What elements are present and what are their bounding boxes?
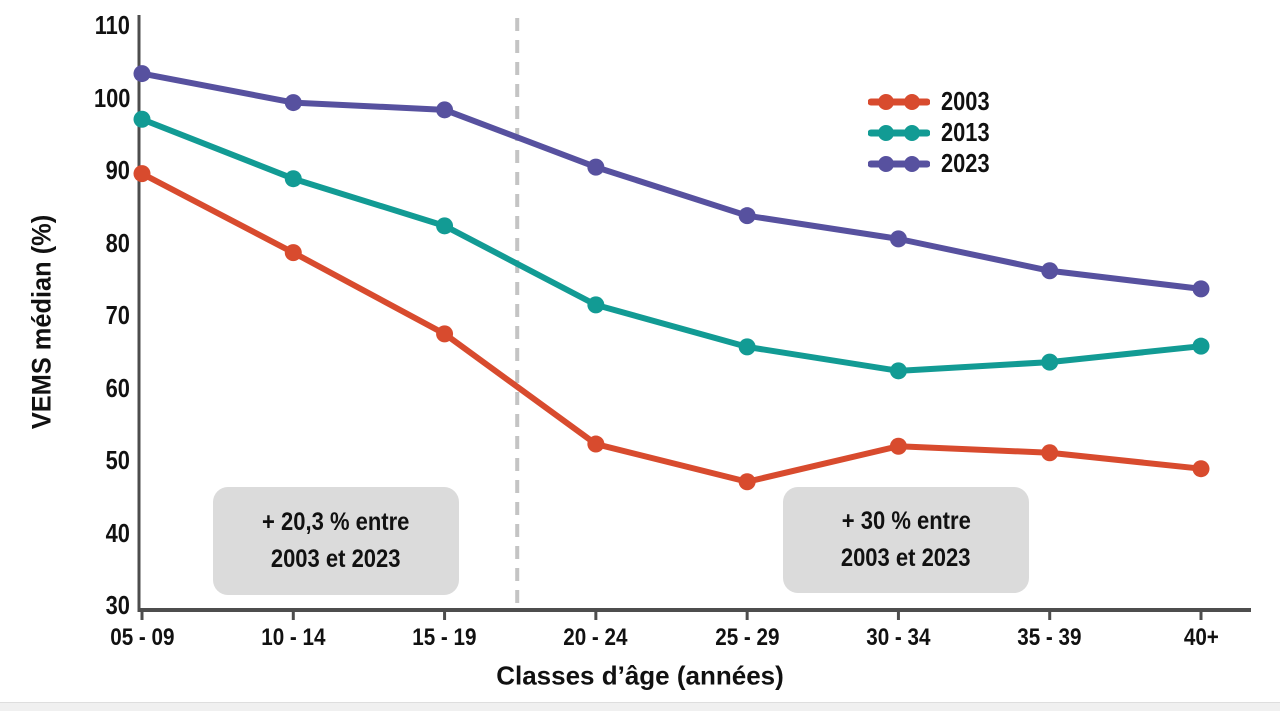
annotation-right-line1: + 30 % entre [841, 507, 971, 535]
x-tick-label-4: 25 - 29 [715, 624, 780, 651]
y-tick-label-80: 80 [105, 227, 130, 258]
annotation-left-box: + 20,3 % entre 2003 et 2023 [213, 487, 459, 595]
x-tick-label-1: 10 - 14 [261, 624, 326, 651]
y-tick-label-40: 40 [105, 517, 130, 548]
legend-item-2003: 2003 [868, 86, 999, 117]
x-axis-title: Classes d’âge (années) [496, 660, 784, 691]
x-tick-label-0: 05 - 09 [109, 624, 175, 651]
y-tick-label-50: 50 [105, 445, 130, 475]
data-point-2023-20 - 24 [587, 158, 605, 176]
data-point-2023-10 - 14 [284, 94, 302, 112]
data-point-2013-40+ [1192, 337, 1210, 355]
annotation-left-line2: 2003 et 2023 [271, 545, 401, 573]
series-line-2023 [139, 70, 1204, 292]
legend-line-marker-icon [868, 155, 930, 172]
y-tick-label-100: 100 [93, 82, 130, 113]
legend-item-2023: 2023 [868, 148, 999, 179]
data-point-2023-05 - 09 [133, 65, 151, 83]
x-tick-label-5: 30 - 34 [866, 624, 931, 651]
data-point-2003-35 - 39 [1041, 444, 1059, 462]
data-point-2013-30 - 34 [889, 362, 907, 380]
legend-line-marker-icon [868, 93, 930, 110]
data-point-2003-40+ [1192, 460, 1210, 478]
data-point-2013-25 - 29 [738, 338, 756, 356]
data-point-2013-05 - 09 [133, 110, 151, 128]
annotation-right-box: + 30 % entre 2003 et 2023 [783, 487, 1029, 593]
data-point-2003-15 - 19 [436, 325, 454, 343]
x-tick-label-7: 40+ [1183, 624, 1219, 651]
data-point-2013-20 - 24 [587, 296, 605, 314]
data-point-2003-30 - 34 [889, 437, 907, 455]
x-tick-label-2: 15 - 19 [412, 624, 477, 651]
data-point-2013-35 - 39 [1041, 353, 1059, 371]
x-tick-label-6: 35 - 39 [1017, 624, 1082, 651]
data-point-2023-30 - 34 [889, 230, 907, 248]
y-tick-label-90: 90 [105, 155, 130, 185]
y-tick-label-70: 70 [105, 300, 130, 330]
data-point-2023-35 - 39 [1041, 262, 1059, 280]
legend-label-2003: 2003 [941, 86, 990, 116]
x-tick-label-3: 20 - 24 [563, 624, 628, 651]
data-point-2013-15 - 19 [436, 217, 454, 235]
legend-line-marker-icon [868, 124, 930, 141]
series-line-2013 [139, 116, 1204, 374]
legend: 2003 2013 2023 [868, 86, 999, 179]
legend-item-2013: 2013 [868, 117, 999, 148]
legend-label-2013: 2013 [941, 117, 990, 147]
y-tick-label-60: 60 [105, 372, 130, 403]
y-tick-label-110: 110 [94, 10, 130, 40]
y-tick-label-30: 30 [105, 590, 130, 620]
data-point-2003-05 - 09 [133, 165, 151, 183]
data-point-2003-20 - 24 [587, 435, 605, 453]
annotation-right-line2: 2003 et 2023 [841, 544, 971, 572]
legend-label-2023: 2023 [941, 148, 990, 178]
series-line-2003 [139, 170, 1204, 485]
bottom-strip [0, 702, 1280, 711]
data-point-2013-10 - 14 [284, 170, 302, 188]
data-point-2023-15 - 19 [436, 101, 454, 119]
data-point-2023-40+ [1192, 280, 1210, 298]
data-point-2003-25 - 29 [738, 473, 756, 491]
data-point-2023-25 - 29 [738, 207, 756, 225]
annotation-left-line1: + 20,3 % entre [262, 508, 410, 536]
data-point-2003-10 - 14 [284, 244, 302, 262]
